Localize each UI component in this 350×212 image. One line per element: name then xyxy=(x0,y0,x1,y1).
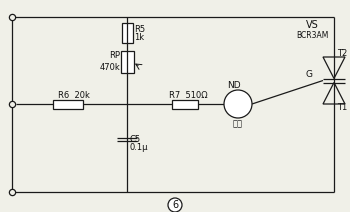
Text: BCR3AM: BCR3AM xyxy=(296,31,328,39)
Text: RP: RP xyxy=(109,52,120,60)
FancyBboxPatch shape xyxy=(120,51,133,73)
Text: VS: VS xyxy=(306,20,318,30)
FancyBboxPatch shape xyxy=(53,99,83,109)
Text: 1k: 1k xyxy=(134,33,144,42)
Circle shape xyxy=(168,198,182,212)
Text: T1: T1 xyxy=(337,102,347,112)
Text: R5: R5 xyxy=(134,25,145,33)
Text: C5: C5 xyxy=(130,134,141,144)
Text: 氖管: 氖管 xyxy=(233,120,243,128)
Circle shape xyxy=(224,90,252,118)
Text: T2: T2 xyxy=(337,49,347,59)
Text: 0.1μ: 0.1μ xyxy=(130,144,148,152)
FancyBboxPatch shape xyxy=(121,23,133,43)
Text: 6: 6 xyxy=(172,200,178,210)
Text: R7  510Ω: R7 510Ω xyxy=(169,92,208,100)
Text: G: G xyxy=(306,70,313,79)
Text: 470k: 470k xyxy=(99,63,120,71)
FancyBboxPatch shape xyxy=(172,99,198,109)
Text: ND: ND xyxy=(227,81,241,89)
Text: R6  20k: R6 20k xyxy=(58,92,90,100)
